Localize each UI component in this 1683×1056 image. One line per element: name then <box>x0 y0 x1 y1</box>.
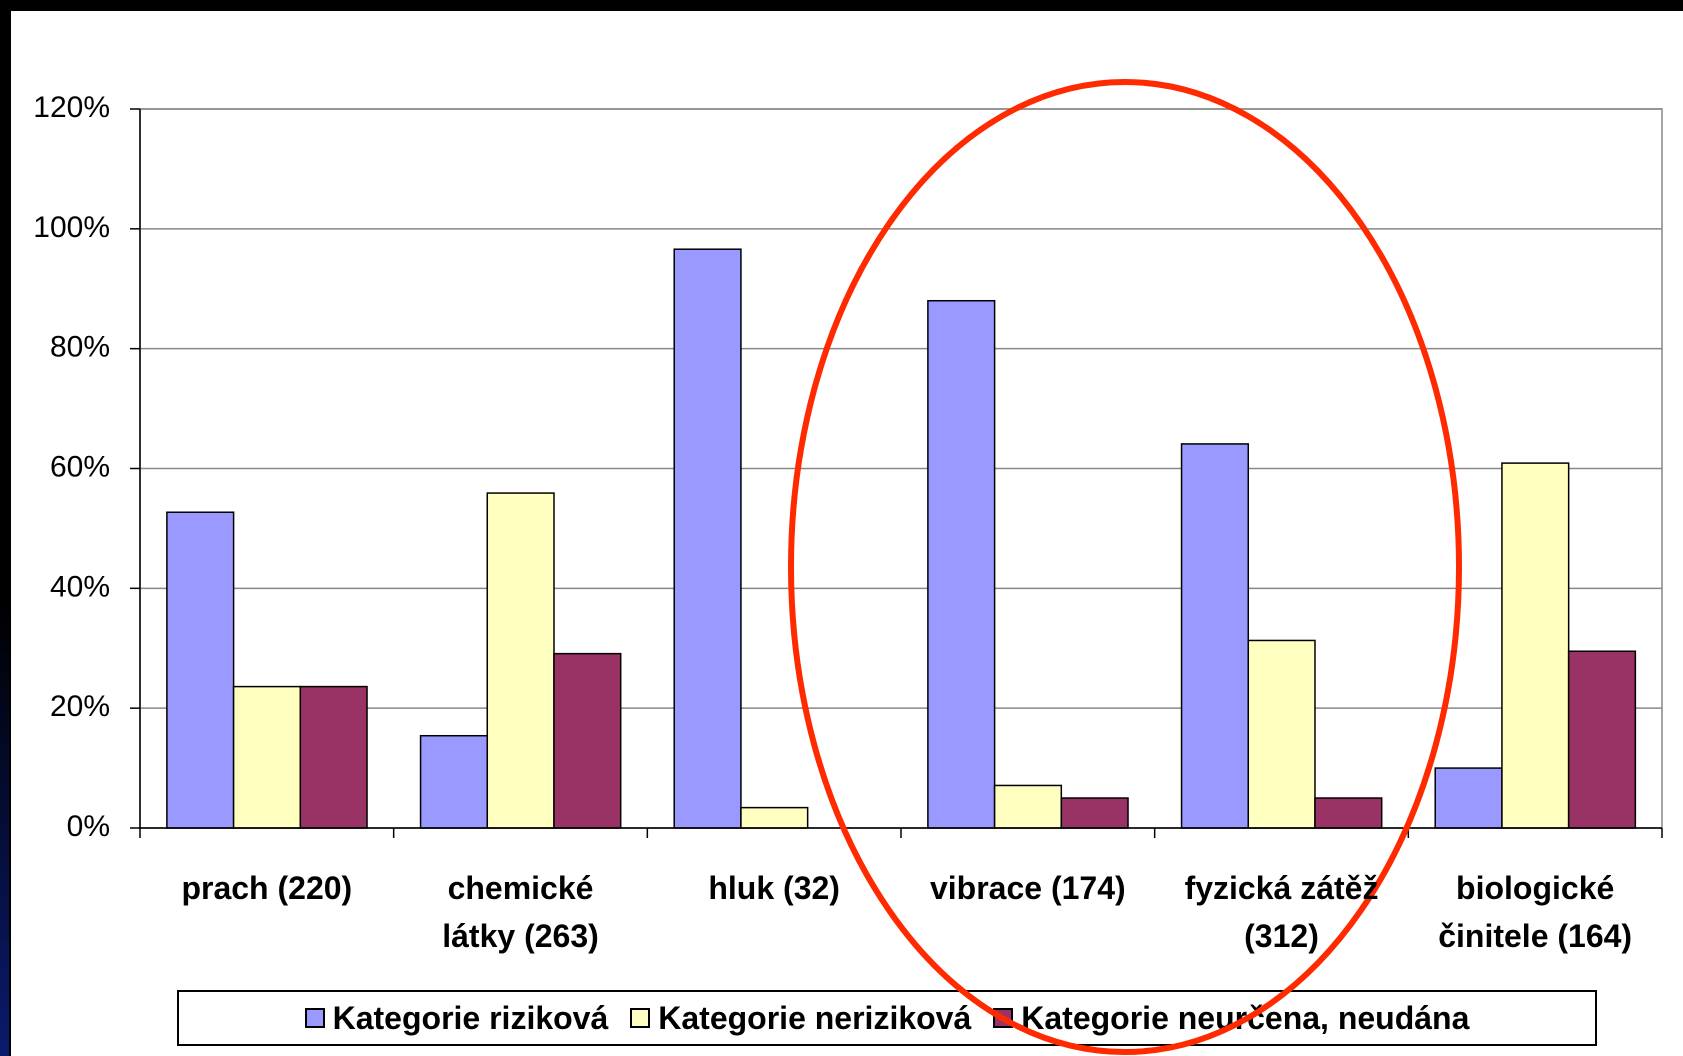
bar <box>232 685 302 829</box>
x-tick-label: prach (220) <box>181 870 353 906</box>
bar <box>740 806 809 829</box>
bar <box>1314 797 1383 829</box>
legend-swatch <box>630 1008 651 1028</box>
bar <box>993 784 1063 829</box>
bar <box>1567 650 1637 829</box>
bar <box>1434 767 1503 829</box>
y-tick-label: 100% <box>33 211 110 244</box>
legend-item: Kategorie neriziková <box>630 1000 971 1037</box>
bar <box>299 685 368 829</box>
y-tick-label: 0% <box>67 810 110 843</box>
legend-item: Kategorie riziková <box>304 999 609 1037</box>
bar <box>1060 797 1129 829</box>
legend-label: Kategorie neriziková <box>658 999 972 1036</box>
y-tick-label: 20% <box>50 690 110 723</box>
bar <box>1501 462 1570 829</box>
slide-edge <box>0 600 9 1056</box>
bar <box>1247 639 1316 829</box>
legend-label: Kategorie neurčena, neudána <box>1021 999 1470 1036</box>
legend-item: Kategorie neurčena, neudána <box>993 1000 1469 1037</box>
x-tick-label: chemické látky (263) <box>442 870 599 954</box>
bar <box>1180 443 1250 829</box>
legend: Kategorie riziková Kategorie neriziková Ka… <box>177 990 1597 1046</box>
y-tick-label: 60% <box>50 450 110 483</box>
bar <box>419 734 489 829</box>
x-tick-label: vibrace (174) <box>929 870 1126 906</box>
bar <box>673 248 742 829</box>
y-tick-label: 80% <box>50 331 110 364</box>
bar <box>486 492 555 829</box>
legend-swatch <box>304 1008 325 1028</box>
bar <box>166 511 235 829</box>
y-tick-label: 40% <box>50 570 110 603</box>
x-tick-label: biologické činitele (164) <box>1438 870 1633 954</box>
bar <box>553 652 622 829</box>
x-tick-label: hluk (32) <box>708 870 840 906</box>
bar <box>927 299 996 829</box>
legend-label: Kategorie riziková <box>332 999 609 1036</box>
y-tick-label: 120% <box>33 91 110 124</box>
legend-swatch <box>993 1008 1014 1028</box>
x-tick-label: fyzická zátěž (312) <box>1184 870 1379 954</box>
